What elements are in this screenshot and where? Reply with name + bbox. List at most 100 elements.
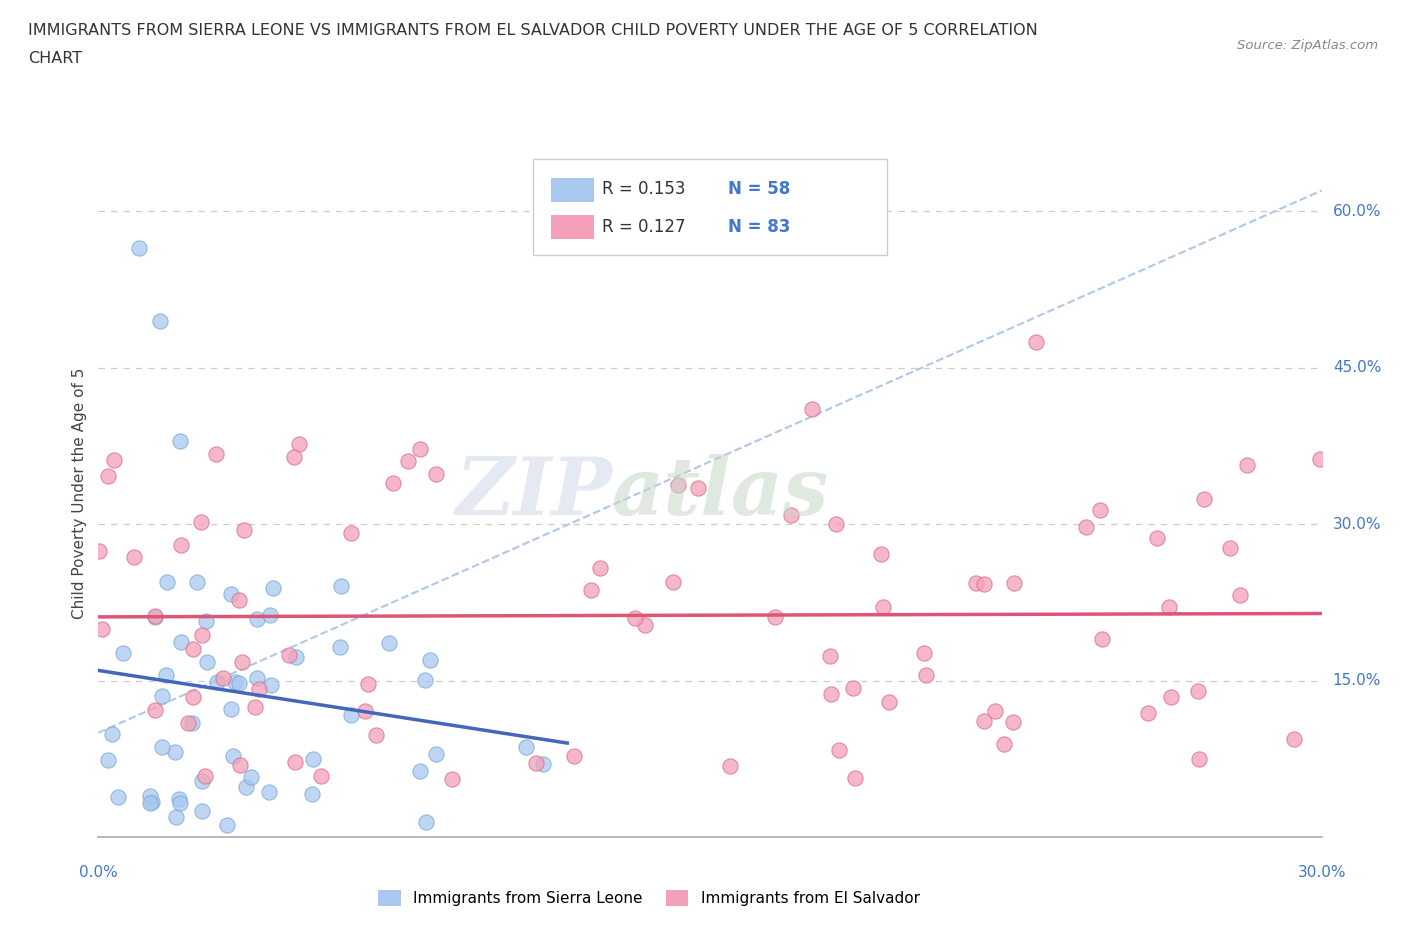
Point — [329, 640, 352, 655]
Point — [150, 739, 173, 754]
Point — [1090, 503, 1112, 518]
Point — [143, 703, 166, 718]
Point — [842, 681, 865, 696]
Point — [381, 476, 404, 491]
Point — [283, 449, 305, 464]
Point — [661, 575, 683, 590]
Point — [396, 454, 419, 469]
Point — [156, 575, 179, 590]
Point — [413, 672, 436, 687]
Point — [623, 610, 645, 625]
Text: R = 0.153: R = 0.153 — [602, 180, 686, 198]
Point — [235, 779, 257, 794]
Point — [143, 609, 166, 624]
Point — [186, 575, 208, 590]
Point — [588, 561, 610, 576]
Point — [666, 477, 689, 492]
Point — [170, 634, 193, 649]
Point — [89, 544, 111, 559]
Point — [100, 727, 122, 742]
Point — [1025, 334, 1047, 349]
Point — [97, 752, 120, 767]
Point — [228, 676, 250, 691]
Point — [183, 641, 205, 656]
Point — [91, 621, 114, 636]
Point — [1137, 706, 1160, 721]
Point — [1091, 631, 1114, 646]
Point — [302, 751, 325, 766]
Point — [718, 759, 742, 774]
Point — [193, 769, 215, 784]
Text: N = 83: N = 83 — [728, 218, 790, 236]
Point — [167, 791, 190, 806]
Text: 15.0%: 15.0% — [1333, 673, 1381, 688]
Point — [440, 772, 463, 787]
Point — [247, 682, 270, 697]
Text: 45.0%: 45.0% — [1333, 360, 1381, 376]
Point — [973, 713, 995, 728]
Point — [364, 727, 387, 742]
Point — [879, 695, 901, 710]
Point — [408, 764, 430, 778]
Point — [1309, 451, 1331, 466]
Point — [301, 786, 323, 801]
Text: R = 0.127: R = 0.127 — [602, 218, 686, 236]
Point — [155, 668, 177, 683]
Point — [914, 668, 936, 683]
Point — [354, 704, 377, 719]
Text: 30.0%: 30.0% — [1333, 517, 1381, 532]
Point — [197, 655, 219, 670]
Point — [221, 749, 243, 764]
Point — [97, 469, 120, 484]
Point — [828, 743, 851, 758]
Point — [141, 795, 163, 810]
Point — [149, 313, 172, 328]
Point — [973, 577, 995, 591]
Point — [288, 437, 311, 452]
Text: N = 58: N = 58 — [728, 180, 790, 198]
Point — [914, 645, 936, 660]
Point — [169, 795, 191, 810]
Point — [138, 789, 160, 804]
Point — [1002, 714, 1025, 729]
FancyBboxPatch shape — [533, 159, 887, 256]
Point — [965, 576, 987, 591]
Point — [165, 809, 187, 824]
Point — [259, 607, 281, 622]
Point — [562, 749, 585, 764]
Point — [224, 675, 246, 690]
Point — [190, 514, 212, 529]
Point — [872, 599, 894, 614]
Point — [169, 433, 191, 448]
Point — [284, 754, 307, 769]
Point — [163, 745, 186, 760]
Point — [243, 699, 266, 714]
Point — [408, 441, 430, 456]
Point — [1187, 684, 1209, 698]
Point — [531, 757, 554, 772]
Point — [993, 737, 1015, 751]
Point — [259, 677, 281, 692]
Point — [217, 818, 239, 833]
Point — [1002, 576, 1025, 591]
Point — [1074, 520, 1097, 535]
Point — [112, 645, 135, 660]
Point — [1219, 541, 1241, 556]
Point — [262, 580, 284, 595]
Point — [515, 739, 537, 754]
Text: 0.0%: 0.0% — [79, 865, 118, 880]
Text: Source: ZipAtlas.com: Source: ZipAtlas.com — [1237, 39, 1378, 52]
Point — [107, 790, 129, 804]
Text: CHART: CHART — [28, 51, 82, 66]
Text: ZIP: ZIP — [456, 454, 612, 532]
Y-axis label: Child Poverty Under the Age of 5: Child Poverty Under the Age of 5 — [72, 367, 87, 618]
Point — [339, 526, 361, 541]
Point — [1146, 531, 1168, 546]
Point — [228, 757, 250, 772]
Point — [1282, 732, 1305, 747]
Point — [824, 516, 846, 531]
Point — [231, 655, 253, 670]
Point — [524, 755, 547, 770]
Point — [340, 707, 363, 722]
Point — [425, 467, 447, 482]
